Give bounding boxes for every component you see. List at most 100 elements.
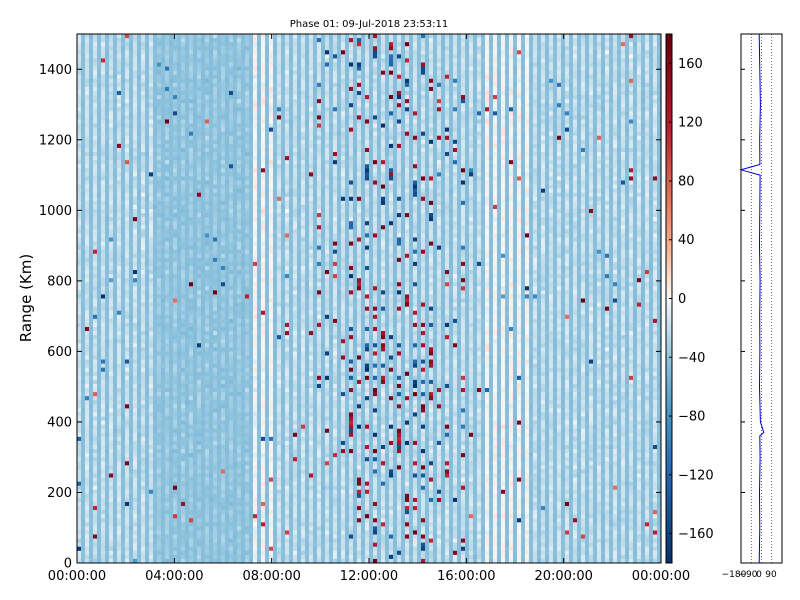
heatmap-cell xyxy=(93,241,98,246)
heatmap-cell xyxy=(133,278,138,283)
heatmap-cell xyxy=(85,526,90,531)
heatmap-cell xyxy=(185,123,190,128)
heatmap-cell xyxy=(169,371,174,377)
heatmap-cell xyxy=(153,428,158,434)
heatmap-cell xyxy=(117,457,122,462)
heatmap-cell xyxy=(161,497,166,503)
heatmap-cell xyxy=(149,339,154,344)
heatmap-cell xyxy=(157,489,162,495)
heatmap-cell xyxy=(173,453,178,458)
heatmap-cell xyxy=(137,274,142,279)
heatmap-cell xyxy=(101,245,106,251)
heatmap-cell xyxy=(105,436,110,442)
heatmap-cell xyxy=(193,339,198,344)
heatmap-cell xyxy=(185,42,190,47)
heatmap-cell xyxy=(173,34,178,39)
heatmap-cell xyxy=(117,383,122,389)
heatmap-cell xyxy=(209,457,214,462)
heatmap-cell xyxy=(117,196,122,202)
heatmap-cell xyxy=(129,147,134,153)
heatmap-cell xyxy=(165,90,170,96)
heatmap-cell xyxy=(93,147,98,153)
heatmap-cell xyxy=(173,432,178,438)
heatmap-cell xyxy=(157,339,162,344)
heatmap-cell xyxy=(149,261,154,267)
heatmap-cell xyxy=(157,371,162,377)
heatmap-cell xyxy=(181,453,186,458)
heatmap-cell xyxy=(145,54,150,59)
heatmap-cell xyxy=(189,282,194,287)
heatmap-cell xyxy=(77,286,82,291)
heatmap-cell xyxy=(217,152,222,157)
heatmap-cell xyxy=(169,111,174,116)
heatmap-cell xyxy=(137,123,142,128)
heatmap-cell xyxy=(109,115,114,120)
heatmap-cell xyxy=(189,497,194,503)
heatmap-cell xyxy=(181,270,186,275)
heatmap-cell xyxy=(125,432,130,438)
heatmap-cell xyxy=(149,485,154,491)
heatmap-cell xyxy=(109,38,114,43)
heatmap-cell xyxy=(201,270,206,275)
heatmap-cell xyxy=(113,408,118,413)
heatmap-cell xyxy=(217,95,222,100)
heatmap-cell xyxy=(181,331,186,336)
heatmap-cell xyxy=(181,534,186,539)
heatmap-cell xyxy=(197,286,202,291)
heatmap-cell xyxy=(217,38,222,43)
heatmap-cell xyxy=(149,90,154,96)
heatmap-cell xyxy=(121,322,126,328)
heatmap-cell xyxy=(185,111,190,116)
heatmap-cell xyxy=(181,204,186,210)
heatmap-cell xyxy=(109,111,114,116)
heatmap-cell xyxy=(169,335,174,340)
heatmap-cell xyxy=(217,221,222,226)
heatmap-cell xyxy=(221,196,226,202)
heatmap-cell xyxy=(217,510,222,515)
heatmap-cell xyxy=(181,192,186,198)
heatmap-cell xyxy=(133,164,138,169)
heatmap-cell xyxy=(81,363,86,369)
heatmap-cell xyxy=(169,237,174,242)
heatmap-cell xyxy=(185,58,190,63)
heatmap-cell xyxy=(169,375,174,381)
heatmap-cell xyxy=(189,298,194,303)
heatmap-cell xyxy=(225,147,230,153)
heatmap-cell xyxy=(125,477,130,482)
heatmap-cell xyxy=(225,408,230,413)
heatmap-cell xyxy=(193,453,198,458)
heatmap-cell xyxy=(197,331,202,336)
heatmap-cell xyxy=(77,172,82,177)
heatmap-cell xyxy=(201,383,206,389)
heatmap-cell xyxy=(209,558,214,564)
heatmap-cell xyxy=(225,200,230,206)
heatmap-cell xyxy=(101,469,106,474)
heatmap-cell xyxy=(157,86,162,92)
heatmap-cell xyxy=(89,208,94,214)
heatmap-cell xyxy=(93,123,98,128)
heatmap-cell xyxy=(161,371,166,377)
heatmap-cell xyxy=(213,326,218,332)
heatmap-cell xyxy=(113,237,118,242)
heatmap-cell xyxy=(113,428,118,434)
heatmap-cell xyxy=(125,192,130,198)
heatmap-cell xyxy=(165,428,170,434)
heatmap-cell xyxy=(125,465,130,470)
heatmap-cell xyxy=(97,249,102,255)
heatmap-cell xyxy=(185,245,190,251)
heatmap-cell xyxy=(213,331,218,336)
heatmap-cell xyxy=(181,180,186,185)
heatmap-cell xyxy=(145,428,150,434)
heatmap-cell xyxy=(177,237,182,242)
heatmap-cell xyxy=(125,270,130,275)
heatmap-cell xyxy=(181,477,186,482)
heatmap-cell xyxy=(141,221,146,226)
heatmap-cell xyxy=(77,111,82,116)
heatmap-cell xyxy=(85,107,90,112)
heatmap-cell xyxy=(121,176,126,181)
heatmap-cell xyxy=(81,526,86,531)
heatmap-cell xyxy=(169,396,174,401)
heatmap-cell xyxy=(157,343,162,348)
heatmap-cell xyxy=(205,412,210,417)
heatmap-cell xyxy=(117,331,122,336)
